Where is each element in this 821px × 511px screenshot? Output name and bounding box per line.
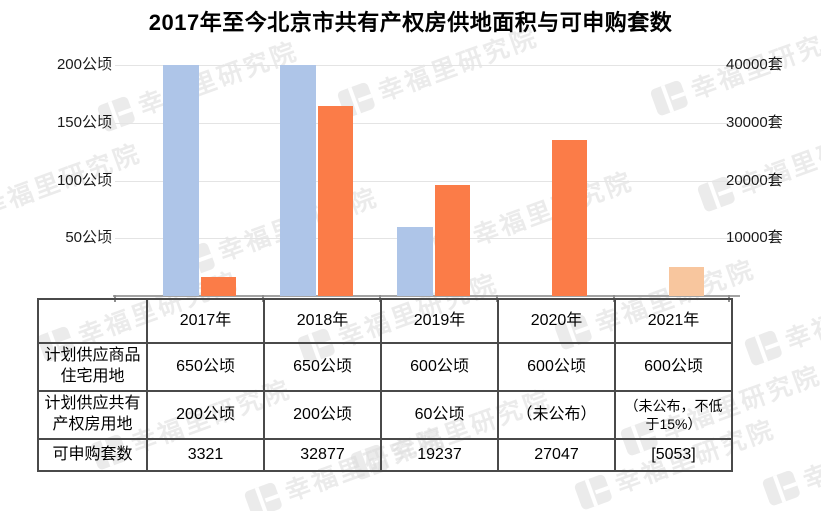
bar-units-2018	[318, 106, 353, 296]
row-label: 计划供应商品住宅用地	[37, 342, 148, 392]
bar-units-2017	[201, 276, 236, 296]
table-cell-r1-c3: 600公顷	[380, 342, 499, 392]
x-axis-line	[113, 295, 740, 297]
row-label: 计划供应共有产权房用地	[37, 390, 148, 440]
table-corner-cell	[37, 298, 148, 344]
y-axis-label-right: 30000套	[726, 113, 783, 131]
table-cell-r2-c3: 60公顷	[380, 390, 499, 440]
bar-land-area-2017	[163, 65, 199, 296]
table-row: 计划供应共有产权房用地 200公顷 200公顷 60公顷 （未公布） （未公布，不低于15…	[37, 390, 733, 440]
table-cell-r2-c1: 200公顷	[146, 390, 265, 440]
table-cell-r3-c1: 3321	[146, 438, 265, 472]
bar-land-area-2018	[280, 65, 316, 296]
data-table-wrap: 2017年 2018年 2019年 2020年 2021年 计划供应商品住宅用地 650公顷…	[37, 298, 733, 472]
table-cell-r1-c4: 600公顷	[497, 342, 616, 392]
table-header-row: 2017年 2018年 2019年 2020年 2021年	[37, 298, 733, 344]
table-cell-r1-c5: 600公顷	[614, 342, 733, 392]
table-row: 计划供应商品住宅用地 650公顷 650公顷 600公顷 600公顷 600公顷	[37, 342, 733, 392]
table-row: 可申购套数 3321 32877 19237 27047 [5053]	[37, 438, 733, 472]
chart-title: 2017年至今北京市共有产权房供地面积与可申购套数	[148, 10, 673, 35]
row-label: 可申购套数	[37, 438, 148, 472]
table-cell-r3-c3: 19237	[380, 438, 499, 472]
bar-units-2019	[435, 184, 470, 296]
table-header-2018: 2018年	[263, 298, 382, 344]
bar-land-area-2019	[397, 226, 433, 296]
table-header-2017: 2017年	[146, 298, 265, 344]
table-cell-r3-c5: [5053]	[614, 438, 733, 472]
y-axis-label-left: 50公顷	[65, 229, 112, 247]
table-cell-r2-c2: 200公顷	[263, 390, 382, 440]
gridline	[115, 65, 740, 66]
y-axis-label-right: 20000套	[726, 171, 783, 189]
gridline	[115, 122, 740, 124]
data-table: 2017年 2018年 2019年 2020年 2021年 计划供应商品住宅用地 650公顷…	[37, 298, 733, 472]
gridline	[115, 180, 740, 182]
table-header-2021: 2021年	[614, 298, 733, 344]
table-cell-r1-c2: 650公顷	[263, 342, 382, 392]
table-cell-r2-c4: （未公布）	[497, 390, 616, 440]
table-cell-r3-c2: 32877	[263, 438, 382, 472]
y-axis-label-right: 40000套	[726, 56, 783, 73]
y-axis-label-right: 10000套	[726, 229, 783, 247]
y-axis-label-left: 100公顷	[56, 171, 112, 189]
table-cell-r3-c4: 27047	[497, 438, 616, 472]
y-axis-label-left: 150公顷	[56, 113, 112, 131]
bar-units-2020	[552, 139, 587, 296]
y-axis-label-left: 200公顷	[56, 56, 112, 73]
table-header-2020: 2020年	[497, 298, 616, 344]
bar-units-2021	[669, 266, 704, 296]
table-header-2019: 2019年	[380, 298, 499, 344]
table-cell-r1-c1: 650公顷	[146, 342, 265, 392]
table-cell-r2-c5: （未公布，不低于15%）	[614, 390, 733, 440]
